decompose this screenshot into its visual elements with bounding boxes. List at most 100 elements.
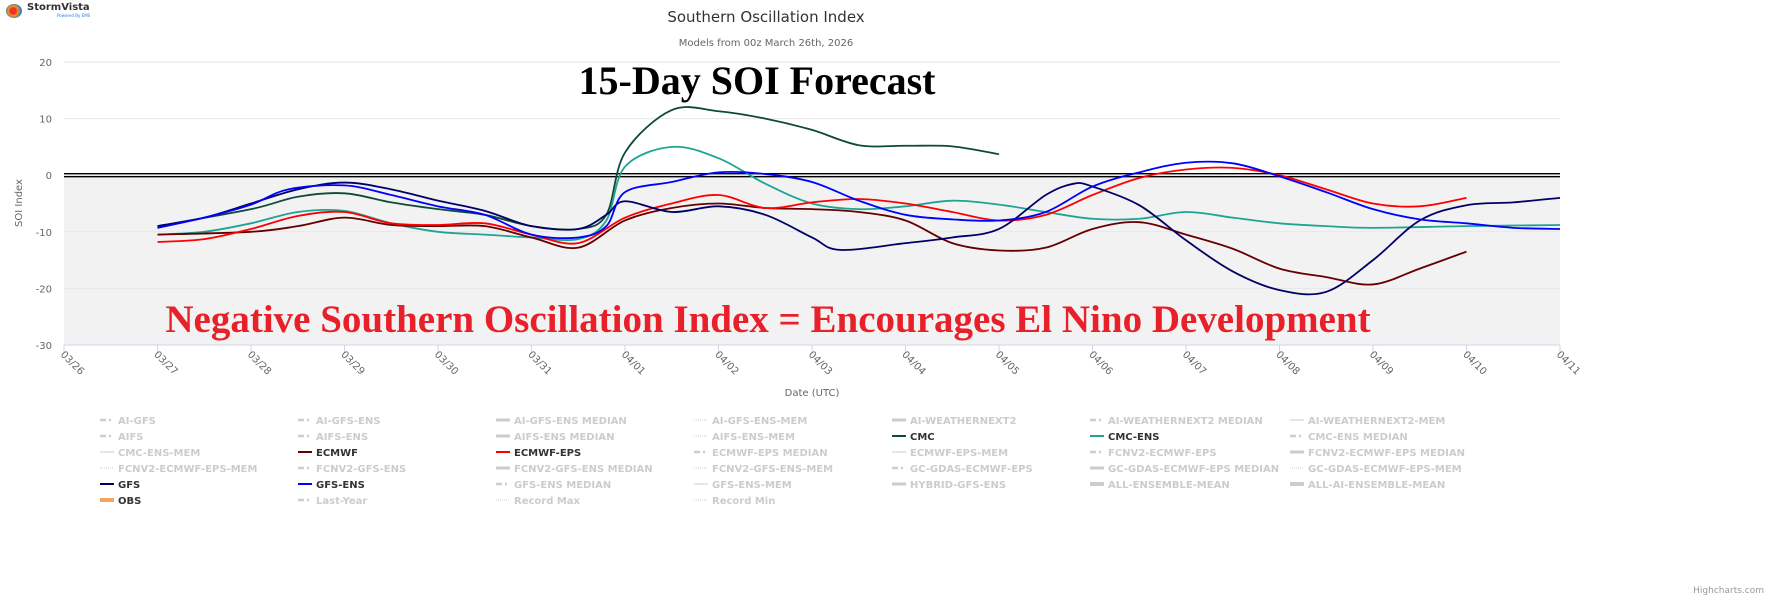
legend-item-fcnv2-gfs-ens-mem[interactable]: FCNV2-GFS-ENS-MEM (694, 464, 833, 475)
series-line-gfs (157, 181, 1561, 296)
legend-label: AIFS-ENS (316, 432, 368, 443)
legend-item-ecmwf-eps-mem[interactable]: ECMWF-EPS-MEM (892, 448, 1008, 459)
chart-title: Southern Oscillation Index (667, 8, 864, 26)
x-tick-label: 03/29 (338, 349, 366, 377)
legend-item-fcnv2-ecmwf-eps-mem[interactable]: FCNV2-ECMWF-EPS-MEM (100, 464, 258, 475)
annotation-title: 15-Day SOI Forecast (579, 58, 937, 103)
legend-item-hybrid-gfs-ens[interactable]: HYBRID-GFS-ENS (892, 480, 1006, 491)
legend-label: CMC-ENS MEDIAN (1308, 432, 1408, 443)
x-tick-label: 03/26 (58, 349, 86, 377)
y-axis-label: SOI Index (14, 179, 25, 227)
legend-item-ecmwf-eps[interactable]: ECMWF-EPS (496, 448, 581, 459)
legend-item-gc-gdas-ecmwf-eps-median[interactable]: GC-GDAS-ECMWF-EPS MEDIAN (1090, 464, 1279, 475)
legend-label: AIFS (118, 432, 144, 443)
y-tick-label: -10 (36, 228, 52, 239)
x-tick-label: 04/10 (1460, 349, 1488, 377)
legend-item-gfs[interactable]: GFS (100, 480, 140, 491)
legend-label: GC-GDAS-ECMWF-EPS MEDIAN (1108, 464, 1279, 475)
legend-item-all-ai-ensemble-mean[interactable]: ALL-AI-ENSEMBLE-MEAN (1290, 480, 1445, 491)
legend-item-gfs-ens-median[interactable]: GFS-ENS MEDIAN (496, 480, 611, 491)
legend-label: OBS (118, 496, 141, 507)
legend-label: ECMWF-EPS-MEM (910, 448, 1008, 459)
legend-label: ALL-ENSEMBLE-MEAN (1108, 480, 1230, 491)
legend-label: ECMWF-EPS MEDIAN (712, 448, 828, 459)
highcharts-credits[interactable]: Highcharts.com (1693, 586, 1764, 596)
stormvista-logo: StormVista Powered By EMS (6, 3, 90, 18)
legend-item-ai-gfs-ens-mem[interactable]: AI-GFS-ENS-MEM (694, 416, 807, 427)
legend-item-aifs[interactable]: AIFS (100, 432, 144, 443)
series-line-ecmwf-eps (157, 166, 1467, 245)
legend-item-ecmwf-eps-median[interactable]: ECMWF-EPS MEDIAN (694, 448, 828, 459)
legend-item-fcnv2-gfs-ens-median[interactable]: FCNV2-GFS-ENS MEDIAN (496, 464, 653, 475)
legend-label: AIFS-ENS MEDIAN (514, 432, 614, 443)
legend-item-ai-gfs-ens[interactable]: AI-GFS-ENS (298, 416, 380, 427)
x-tick-label: 04/06 (1086, 349, 1114, 377)
legend-item-all-ensemble-mean[interactable]: ALL-ENSEMBLE-MEAN (1090, 480, 1230, 491)
legend-item-fcnv2-ecmwf-eps-median[interactable]: FCNV2-ECMWF-EPS MEDIAN (1290, 448, 1465, 459)
legend-label: CMC-ENS-MEM (118, 448, 200, 459)
legend-item-gc-gdas-ecmwf-eps-mem[interactable]: GC-GDAS-ECMWF-EPS-MEM (1290, 464, 1462, 475)
x-tick-label: 04/04 (899, 349, 927, 377)
legend-label: HYBRID-GFS-ENS (910, 480, 1006, 491)
x-tick-label: 03/30 (432, 349, 460, 377)
legend-item-cmc-ens-mem[interactable]: CMC-ENS-MEM (100, 448, 200, 459)
legend-label: CMC (910, 432, 935, 443)
legend-item-last-year[interactable]: Last-Year (298, 496, 367, 507)
legend-label: FCNV2-ECMWF-EPS (1108, 448, 1217, 459)
legend-item-gfs-ens[interactable]: GFS-ENS (298, 480, 365, 491)
legend-item-record-min[interactable]: Record Min (694, 496, 775, 507)
x-tick-label: 04/02 (712, 349, 740, 377)
legend-item-fcnv2-ecmwf-eps[interactable]: FCNV2-ECMWF-EPS (1090, 448, 1217, 459)
legend-item-aifs-ens-mem[interactable]: AIFS-ENS-MEM (694, 432, 795, 443)
legend-label: GC-GDAS-ECMWF-EPS (910, 464, 1033, 475)
x-tick-label: 04/05 (993, 349, 1021, 377)
y-tick-label: 20 (39, 58, 52, 69)
legend-item-cmc-ens-median[interactable]: CMC-ENS MEDIAN (1290, 432, 1408, 443)
legend-item-ai-weathernext2-mem[interactable]: AI-WEATHERNEXT2-MEM (1290, 416, 1445, 427)
x-tick-label: 04/01 (619, 349, 647, 377)
legend-label: FCNV2-ECMWF-EPS MEDIAN (1308, 448, 1465, 459)
x-tick-label: 04/09 (1367, 349, 1395, 377)
legend-item-record-max[interactable]: Record Max (496, 496, 581, 507)
x-tick-label: 04/11 (1554, 349, 1582, 377)
legend-item-obs[interactable]: OBS (100, 496, 141, 507)
legend-label: Record Max (514, 496, 581, 507)
legend-label: AI-GFS-ENS (316, 416, 380, 427)
legend-label: AI-GFS (118, 416, 156, 427)
legend-item-aifs-ens-median[interactable]: AIFS-ENS MEDIAN (496, 432, 614, 443)
y-tick-label: 10 (39, 115, 52, 126)
y-tick-label: -30 (36, 341, 52, 352)
legend-label: FCNV2-GFS-ENS MEDIAN (514, 464, 653, 475)
legend-label: GC-GDAS-ECMWF-EPS-MEM (1308, 464, 1462, 475)
legend-item-fcnv2-gfs-ens[interactable]: FCNV2-GFS-ENS (298, 464, 406, 475)
legend-label: GFS-ENS (316, 480, 365, 491)
x-tick-label: 03/28 (245, 349, 273, 377)
legend-label: AI-WEATHERNEXT2-MEM (1308, 416, 1445, 427)
x-tick-label: 04/07 (1180, 349, 1208, 377)
legend-label: AI-GFS-ENS-MEM (712, 416, 807, 427)
legend-item-ecmwf[interactable]: ECMWF (298, 448, 358, 459)
legend-label: Record Min (712, 496, 775, 507)
legend-label: CMC-ENS (1108, 432, 1159, 443)
y-tick-label: -20 (36, 284, 52, 295)
x-axis-label: Date (UTC) (785, 388, 840, 399)
legend-item-cmc[interactable]: CMC (892, 432, 935, 443)
x-tick-label: 04/08 (1273, 349, 1301, 377)
legend-item-ai-weathernext2-median[interactable]: AI-WEATHERNEXT2 MEDIAN (1090, 416, 1263, 427)
logo-name: StormVista (27, 2, 90, 13)
legend-item-ai-gfs[interactable]: AI-GFS (100, 416, 156, 427)
legend-label: AIFS-ENS-MEM (712, 432, 795, 443)
legend-item-ai-gfs-ens-median[interactable]: AI-GFS-ENS MEDIAN (496, 416, 627, 427)
x-tick-label: 04/03 (806, 349, 834, 377)
legend-item-aifs-ens[interactable]: AIFS-ENS (298, 432, 368, 443)
legend-item-gc-gdas-ecmwf-eps[interactable]: GC-GDAS-ECMWF-EPS (892, 464, 1033, 475)
series-line-ecmwf (157, 202, 1467, 286)
legend-item-ai-weathernext2[interactable]: AI-WEATHERNEXT2 (892, 416, 1016, 427)
x-tick-label: 03/27 (151, 349, 179, 377)
legend-item-gfs-ens-mem[interactable]: GFS-ENS-MEM (694, 480, 792, 491)
legend-label: GFS (118, 480, 140, 491)
legend-item-cmc-ens[interactable]: CMC-ENS (1090, 432, 1159, 443)
legend-label: GFS-ENS-MEM (712, 480, 792, 491)
legend-label: AI-GFS-ENS MEDIAN (514, 416, 627, 427)
